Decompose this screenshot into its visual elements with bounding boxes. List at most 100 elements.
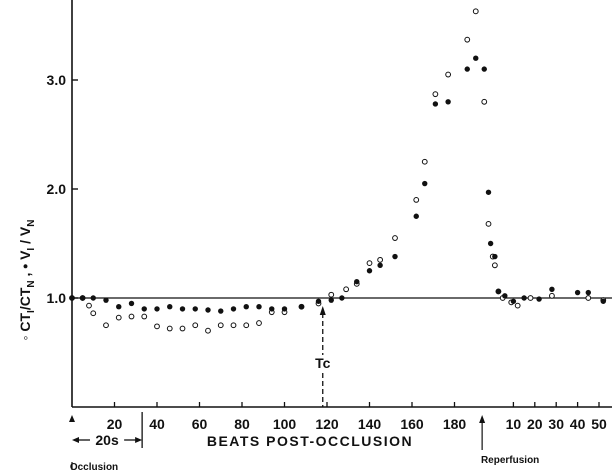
filled-point-occlusion bbox=[230, 306, 237, 312]
filled-point-occlusion bbox=[481, 66, 487, 72]
y-axis-title-part: / V bbox=[17, 226, 33, 248]
tc-arrow-head bbox=[319, 306, 326, 315]
labels: 1.0 2.0 3.0 20 40 60 80 100 120 140 160 180 10 20 30 40… bbox=[17, 72, 607, 473]
open-point-reperfusion bbox=[514, 302, 521, 309]
open-point-occlusion bbox=[481, 98, 488, 105]
x-tick-label: 120 bbox=[315, 416, 339, 432]
filled-point-occlusion bbox=[366, 268, 373, 274]
y-axis-title-subscript: I bbox=[26, 248, 37, 251]
filled-point-reperfusion bbox=[574, 289, 581, 296]
filled-point-occlusion bbox=[141, 306, 147, 312]
open-point-occlusion bbox=[432, 91, 439, 98]
interval-arrow-right bbox=[135, 437, 143, 443]
filled-point-occlusion bbox=[298, 304, 305, 310]
open-point-occlusion bbox=[445, 71, 452, 78]
filled-point-occlusion bbox=[485, 189, 492, 195]
open-point-occlusion bbox=[86, 302, 92, 309]
filled-point-occlusion bbox=[256, 304, 262, 310]
open-point-occlusion bbox=[464, 36, 471, 43]
filled-point-occlusion bbox=[116, 304, 122, 310]
y-tick-label: 3.0 bbox=[47, 72, 67, 88]
open-point-occlusion bbox=[256, 320, 262, 326]
filled-point-occlusion bbox=[167, 304, 173, 310]
filled-point-occlusion bbox=[269, 306, 275, 312]
filled-point-occlusion bbox=[413, 213, 419, 219]
filled-point-occlusion bbox=[192, 306, 198, 312]
filled-point-reperfusion bbox=[585, 289, 591, 296]
open-point-occlusion bbox=[115, 314, 122, 321]
open-point-occlusion bbox=[154, 323, 160, 330]
open-point-occlusion bbox=[141, 313, 148, 320]
filled-point-occlusion bbox=[392, 253, 398, 260]
occlusion-label: Occlusion bbox=[70, 462, 118, 473]
filled-point-reperfusion bbox=[502, 293, 508, 299]
filled-point-occlusion bbox=[422, 180, 428, 187]
filled-point-reperfusion bbox=[510, 298, 517, 304]
interval-arrow-left bbox=[72, 437, 79, 443]
x-tick-label: 140 bbox=[358, 416, 382, 432]
filled-point-occlusion bbox=[432, 101, 439, 107]
data-marks bbox=[69, 8, 607, 334]
x-tick-label: 40 bbox=[570, 416, 586, 432]
filled-point-occlusion bbox=[377, 262, 383, 268]
open-point-occlusion bbox=[90, 310, 97, 317]
open-point-occlusion bbox=[413, 197, 420, 203]
y-tick-label: 1.0 bbox=[47, 290, 67, 306]
x-tick-label: 10 bbox=[506, 416, 522, 432]
filled-point-occlusion bbox=[281, 306, 288, 312]
filled-point-occlusion bbox=[154, 306, 160, 312]
filled-point-occlusion bbox=[90, 295, 96, 301]
filled-point-occlusion bbox=[339, 295, 345, 301]
open-point-occlusion bbox=[472, 8, 479, 15]
filled-point-occlusion bbox=[492, 253, 498, 260]
y-axis-title-subscript: N bbox=[26, 220, 37, 227]
x-tick-label: 180 bbox=[443, 416, 467, 432]
filled-point-occlusion bbox=[218, 308, 224, 314]
open-point-reperfusion bbox=[527, 295, 534, 301]
open-point-occlusion bbox=[366, 260, 373, 267]
open-point-occlusion bbox=[392, 235, 398, 241]
filled-point-occlusion bbox=[328, 297, 334, 303]
filled-point-occlusion bbox=[179, 306, 186, 312]
filled-point-reperfusion bbox=[521, 295, 527, 301]
x-tick-label: 50 bbox=[591, 416, 607, 432]
open-point-occlusion bbox=[103, 322, 109, 329]
tc-label: Tc bbox=[315, 355, 331, 371]
open-point-occlusion bbox=[485, 220, 492, 227]
open-point-occlusion bbox=[343, 286, 350, 293]
open-point-occlusion bbox=[128, 313, 135, 320]
filled-point-occlusion bbox=[69, 295, 75, 301]
x-tick-label: 30 bbox=[548, 416, 564, 432]
occlusion-arrow-head bbox=[69, 415, 75, 422]
filled-point-occlusion bbox=[79, 295, 86, 301]
filled-point-reperfusion bbox=[536, 296, 542, 302]
filled-point-occlusion bbox=[128, 300, 135, 307]
interval-label: 20s bbox=[95, 432, 119, 448]
y-axis-title-part: ◦ CT bbox=[17, 313, 33, 341]
open-point-occlusion bbox=[491, 262, 498, 269]
filled-point-reperfusion bbox=[549, 286, 555, 292]
filled-point-occlusion bbox=[445, 99, 451, 105]
y-axis-title-subscript: I bbox=[26, 310, 37, 313]
open-point-occlusion bbox=[192, 322, 199, 329]
open-point-occlusion bbox=[421, 158, 428, 165]
x-tick-label: 20 bbox=[107, 416, 123, 432]
open-point-reperfusion bbox=[549, 292, 555, 299]
filled-point-occlusion bbox=[243, 304, 249, 310]
filled-point-occlusion bbox=[354, 278, 360, 285]
open-point-occlusion bbox=[243, 322, 250, 329]
axes bbox=[69, 0, 612, 470]
filled-point-occlusion bbox=[205, 307, 211, 313]
filled-point-occlusion bbox=[103, 297, 109, 303]
y-axis-title: ◦ CTI/CTN , • VI / VN bbox=[17, 220, 37, 341]
open-point-occlusion bbox=[179, 325, 186, 332]
filled-point-occlusion bbox=[464, 66, 470, 72]
open-point-occlusion bbox=[205, 327, 211, 334]
x-tick-label: 40 bbox=[149, 416, 165, 432]
filled-point-occlusion bbox=[487, 240, 494, 247]
x-tick-label: 160 bbox=[400, 416, 424, 432]
x-tick-label: 20 bbox=[527, 416, 543, 432]
open-point-reperfusion bbox=[585, 295, 592, 301]
open-point-occlusion bbox=[230, 322, 237, 329]
